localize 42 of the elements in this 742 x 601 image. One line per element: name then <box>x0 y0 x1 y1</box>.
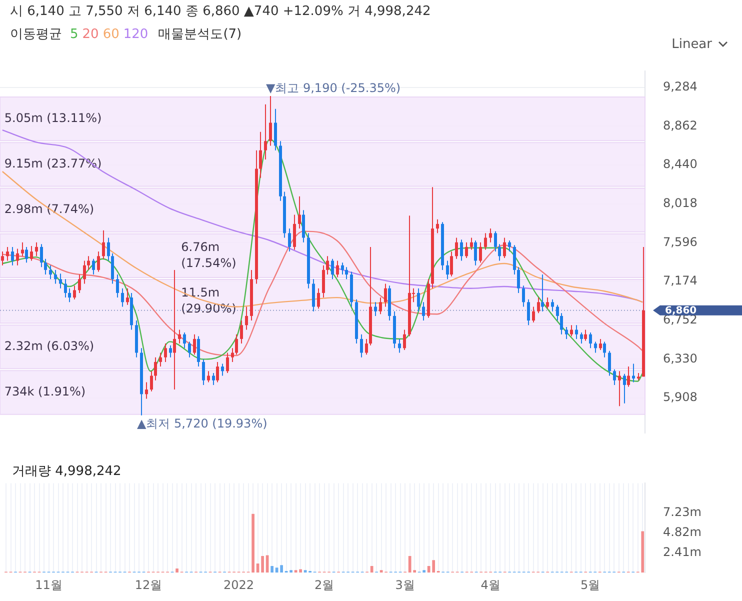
x-tick-label: 2월 <box>314 578 334 592</box>
x-tick-label: 4월 <box>480 578 500 592</box>
annotation: ▲최저 5,720 (19.93%) <box>136 416 268 430</box>
y-tick-label: 2.41m <box>663 544 702 559</box>
x-tick-label: 2022 <box>224 578 254 592</box>
annotation: ▼최고 9,190 (-25.35%) <box>266 81 401 96</box>
y-tick-label: 7.23m <box>663 504 702 519</box>
y-tick-label: 7,596 <box>663 234 698 249</box>
chart-title: 거래량 4,998,242 <box>10 462 124 480</box>
bar <box>280 565 283 573</box>
band-label: 734k (1.91%) <box>4 384 86 399</box>
y-tick-label: 8,862 <box>663 118 698 132</box>
legend-title: 이동평균 <box>10 26 62 43</box>
bar <box>261 556 264 573</box>
text: 120 <box>123 26 148 42</box>
x-tick-label: 11월 <box>35 578 62 592</box>
y-tick-label: 4.82m <box>663 524 702 539</box>
x-tick-label: 3월 <box>395 578 415 592</box>
band-label: 11.5m (29.90%) <box>181 285 236 316</box>
y-tick-label: 8,018 <box>663 196 698 210</box>
x-tick-label: 5월 <box>580 578 600 592</box>
chart-subtitle: 시 6,140 고 7,550 저 6,140 종 6,860 ▲740 +12.09% 거 4,998,242 <box>10 3 431 20</box>
text: 20 <box>82 26 99 42</box>
y-tick-label: 6,330 <box>663 351 698 366</box>
y-tick-label: 5,908 <box>663 390 698 404</box>
x-tick-label: 12월 <box>134 578 162 592</box>
text: 60 <box>102 26 120 42</box>
y-tick-label: 7,174 <box>663 274 698 288</box>
bar <box>270 566 274 573</box>
text: 5 <box>70 26 78 42</box>
band-label: 5.05m (13.11%) <box>4 110 102 125</box>
text: Linear <box>672 36 713 52</box>
band-label: 6.76m (17.54%) <box>181 240 236 270</box>
line-series <box>2 129 644 303</box>
band-label: 2.32m (6.03%) <box>4 339 94 354</box>
bar <box>252 514 254 573</box>
y-tick-label: 8,440 <box>663 157 698 172</box>
bar <box>299 569 302 573</box>
bar <box>176 568 178 573</box>
bar <box>290 570 292 573</box>
text: 매물분석도(7) <box>158 26 242 43</box>
y-tick-label: 9,284 <box>663 80 698 94</box>
